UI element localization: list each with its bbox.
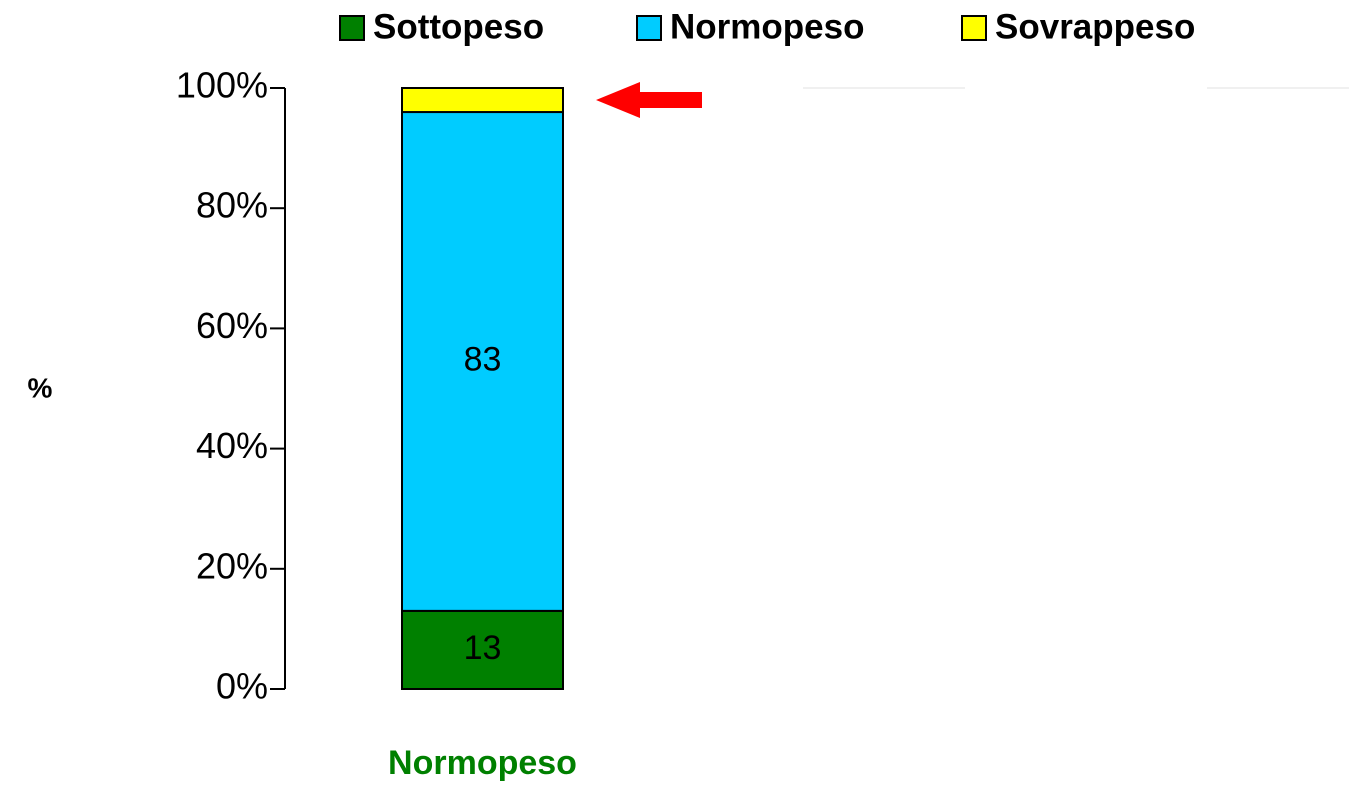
y-tick-label: 0% [216,666,268,707]
y-axis-label: % [28,372,53,403]
bar-segment [401,609,564,690]
legend-label: Sovrappeso [995,7,1195,46]
legend-swatch [961,15,987,41]
legend-swatch [636,15,662,41]
legend-label: Normopeso [670,7,864,46]
data-label: 13 [464,629,502,667]
legend-label: Sottopeso [373,7,544,46]
bar-segment [401,111,564,612]
y-tick-label: 100% [176,65,268,106]
data-label: 83 [464,340,502,378]
y-tick-label: 80% [196,185,268,226]
y-tick-label: 40% [196,425,268,466]
x-tick-label: Normopeso [388,744,577,782]
y-tick-label: 60% [196,305,268,346]
y-tick-label: 20% [196,545,268,586]
arrow [596,82,702,118]
bar-segment [401,87,564,114]
legend-swatch [339,15,365,41]
